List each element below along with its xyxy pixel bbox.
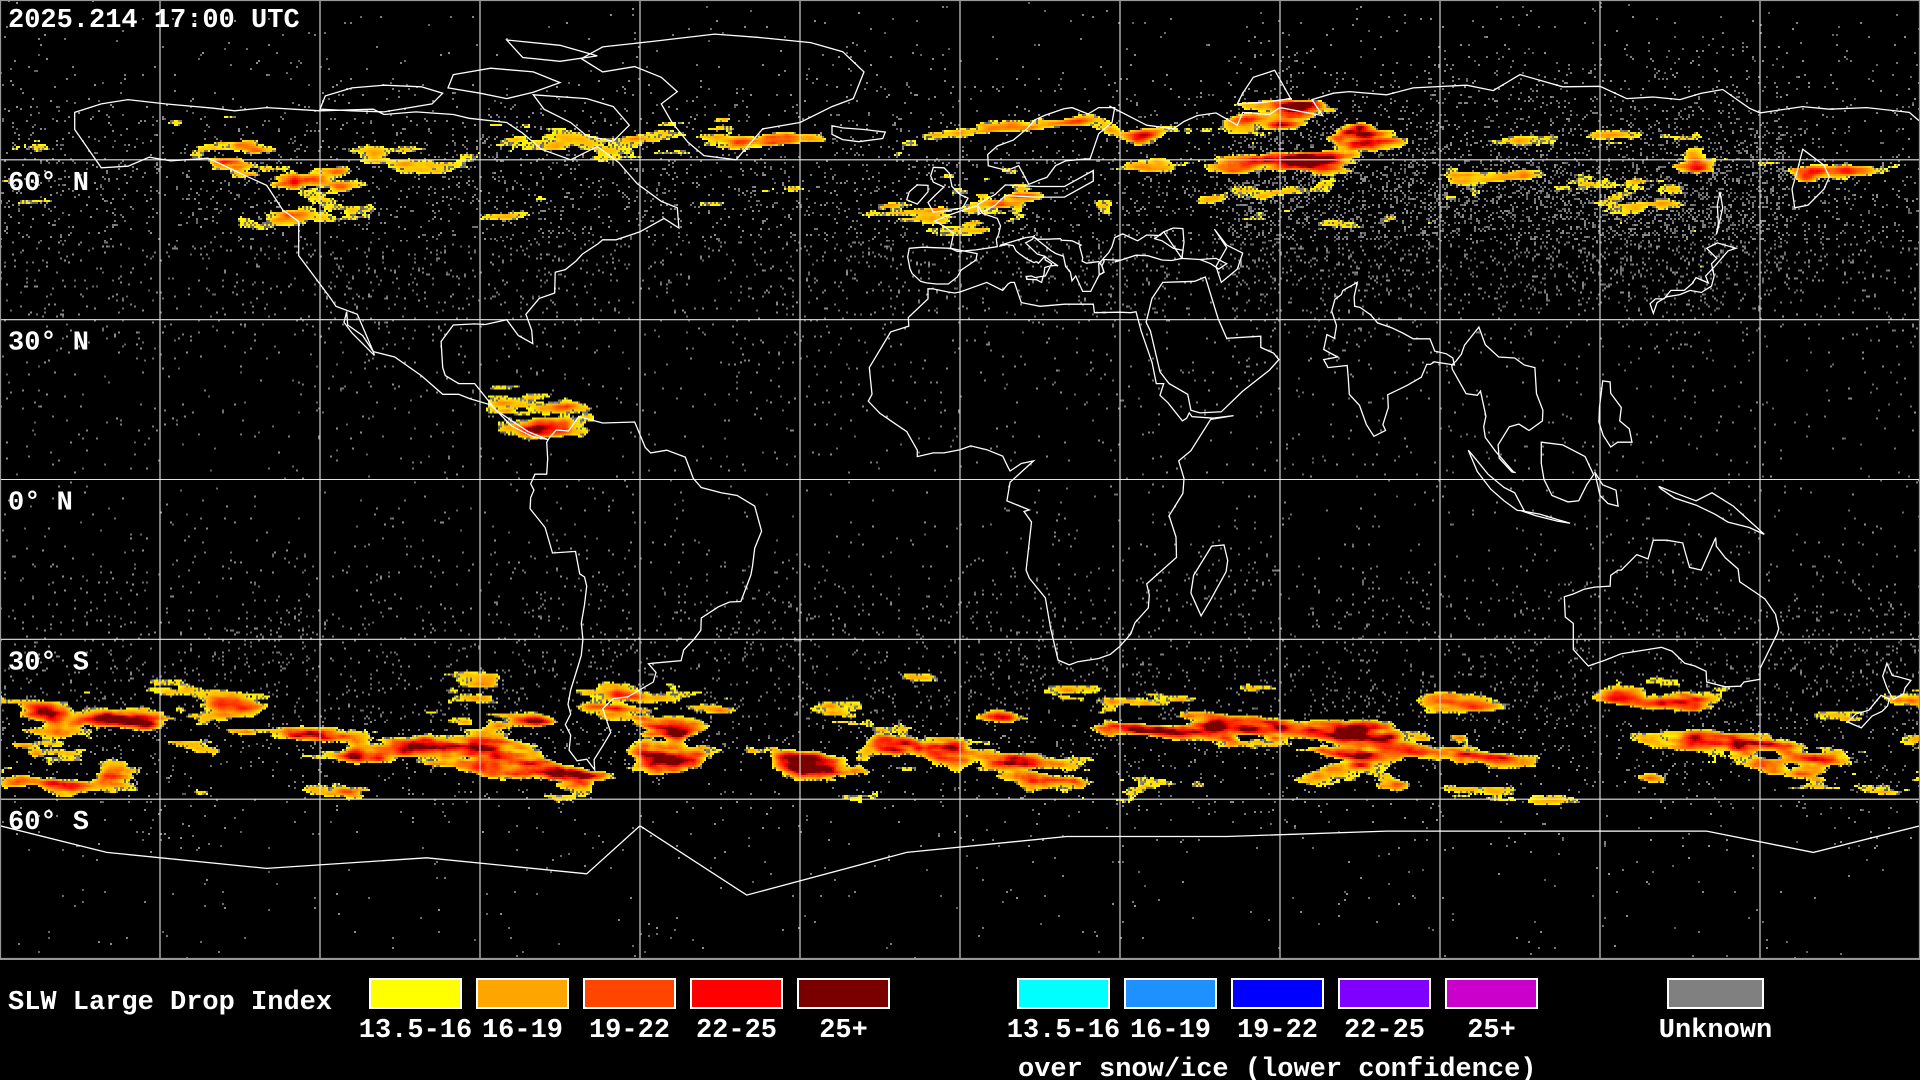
svg-text:2025.214 17:00 UTC: 2025.214 17:00 UTC [8, 6, 300, 36]
svg-text:22-25: 22-25 [1344, 1016, 1425, 1046]
svg-text:16-19: 16-19 [482, 1016, 563, 1046]
svg-text:0° N: 0° N [8, 489, 73, 519]
svg-text:19-22: 19-22 [589, 1016, 670, 1046]
svg-text:over snow/ice (lower confidenc: over snow/ice (lower confidence) [1018, 1055, 1536, 1080]
svg-text:25+: 25+ [1467, 1016, 1516, 1046]
svg-text:16-19: 16-19 [1130, 1016, 1211, 1046]
svg-text:22-25: 22-25 [696, 1016, 777, 1046]
svg-text:13.5-16: 13.5-16 [1007, 1016, 1120, 1046]
svg-text:SLW Large Drop Index: SLW Large Drop Index [8, 988, 332, 1018]
svg-text:25+: 25+ [819, 1016, 868, 1046]
svg-text:60° N: 60° N [8, 169, 89, 199]
svg-text:60° S: 60° S [8, 808, 89, 838]
svg-text:30° S: 30° S [8, 648, 89, 678]
svg-text:Unknown: Unknown [1659, 1016, 1772, 1046]
svg-text:13.5-16: 13.5-16 [359, 1016, 472, 1046]
svg-text:30° N: 30° N [8, 329, 89, 359]
svg-text:19-22: 19-22 [1237, 1016, 1318, 1046]
